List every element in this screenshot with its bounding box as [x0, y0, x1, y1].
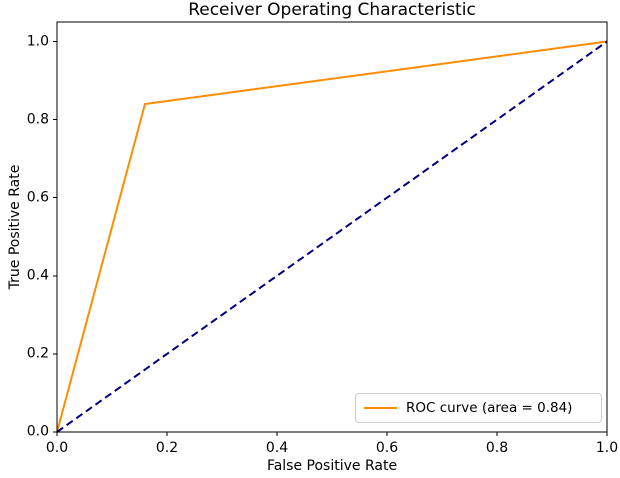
chart-title: Receiver Operating Characteristic [188, 0, 476, 20]
y-tick-label: 0.2 [26, 345, 49, 362]
x-tick-label: 0.0 [45, 440, 69, 456]
legend-roc-label: ROC curve (area = 0.84) [406, 400, 573, 416]
legend-roc-line-sample [364, 407, 397, 409]
legend: ROC curve (area = 0.84) [355, 393, 602, 423]
series-chance-diagonal [56, 40, 608, 433]
x-tick-label: 0.8 [485, 440, 509, 456]
plot-frame [56, 21, 608, 433]
y-tick-label: 0.0 [26, 423, 49, 440]
y-tick-label: 0.6 [26, 189, 49, 206]
series-roc-curve [56, 40, 608, 433]
y-tick-label: 0.4 [26, 267, 49, 284]
x-tick-label: 0.2 [155, 440, 179, 456]
y-tick-label: 0.8 [26, 111, 49, 128]
y-tick-label: 1.0 [26, 33, 49, 50]
x-tick-label: 0.6 [375, 440, 399, 456]
x-tick-label: 1.0 [595, 440, 619, 456]
x-axis-label: False Positive Rate [266, 458, 398, 474]
x-tick-label: 0.4 [265, 440, 289, 456]
